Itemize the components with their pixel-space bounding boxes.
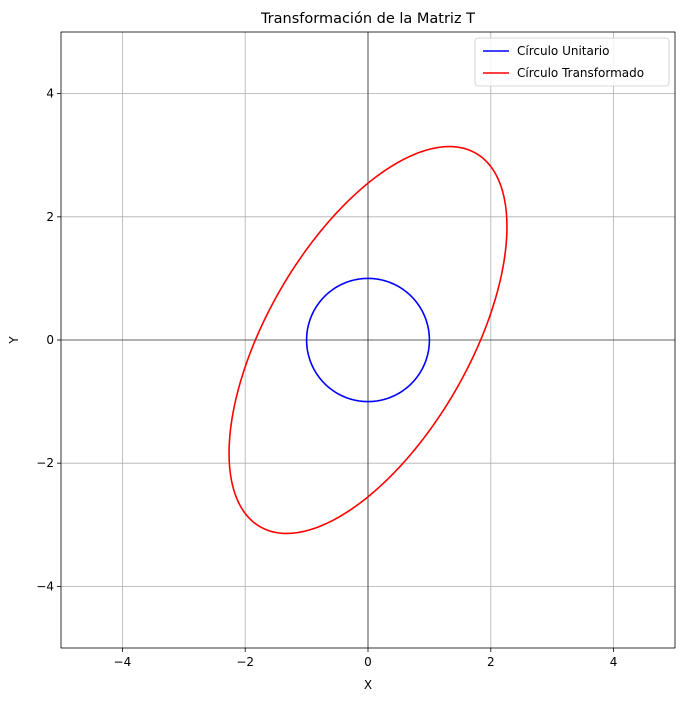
x-tick-label: −2	[236, 655, 254, 669]
y-tick-label: −2	[36, 456, 54, 470]
y-tick-label: −4	[36, 579, 54, 593]
y-tick-label: 4	[46, 87, 54, 101]
chart-title: Transformación de la Matriz T	[260, 11, 475, 27]
x-tick-label: 0	[364, 655, 372, 669]
y-tick-label: 0	[46, 333, 54, 347]
y-tick-label: 2	[46, 210, 54, 224]
x-tick-label: 2	[487, 655, 495, 669]
y-axis-label: Y	[7, 336, 21, 345]
series-group	[228, 145, 508, 535]
series-line-transformed-circle	[228, 145, 508, 535]
x-tick-label: −4	[114, 655, 132, 669]
series-line-unit-circle	[305, 277, 431, 403]
legend-box	[474, 37, 670, 87]
legend: Círculo Unitario Círculo Transformado	[474, 37, 670, 87]
ticks: −4 −2 0 2 4 −4 −2 0 2 4	[36, 87, 617, 669]
legend-label: Círculo Unitario	[517, 44, 609, 58]
legend-label: Círculo Transformado	[517, 66, 644, 80]
x-axis-label: X	[364, 678, 372, 692]
origin-axes	[61, 32, 675, 648]
x-tick-label: 4	[610, 655, 618, 669]
